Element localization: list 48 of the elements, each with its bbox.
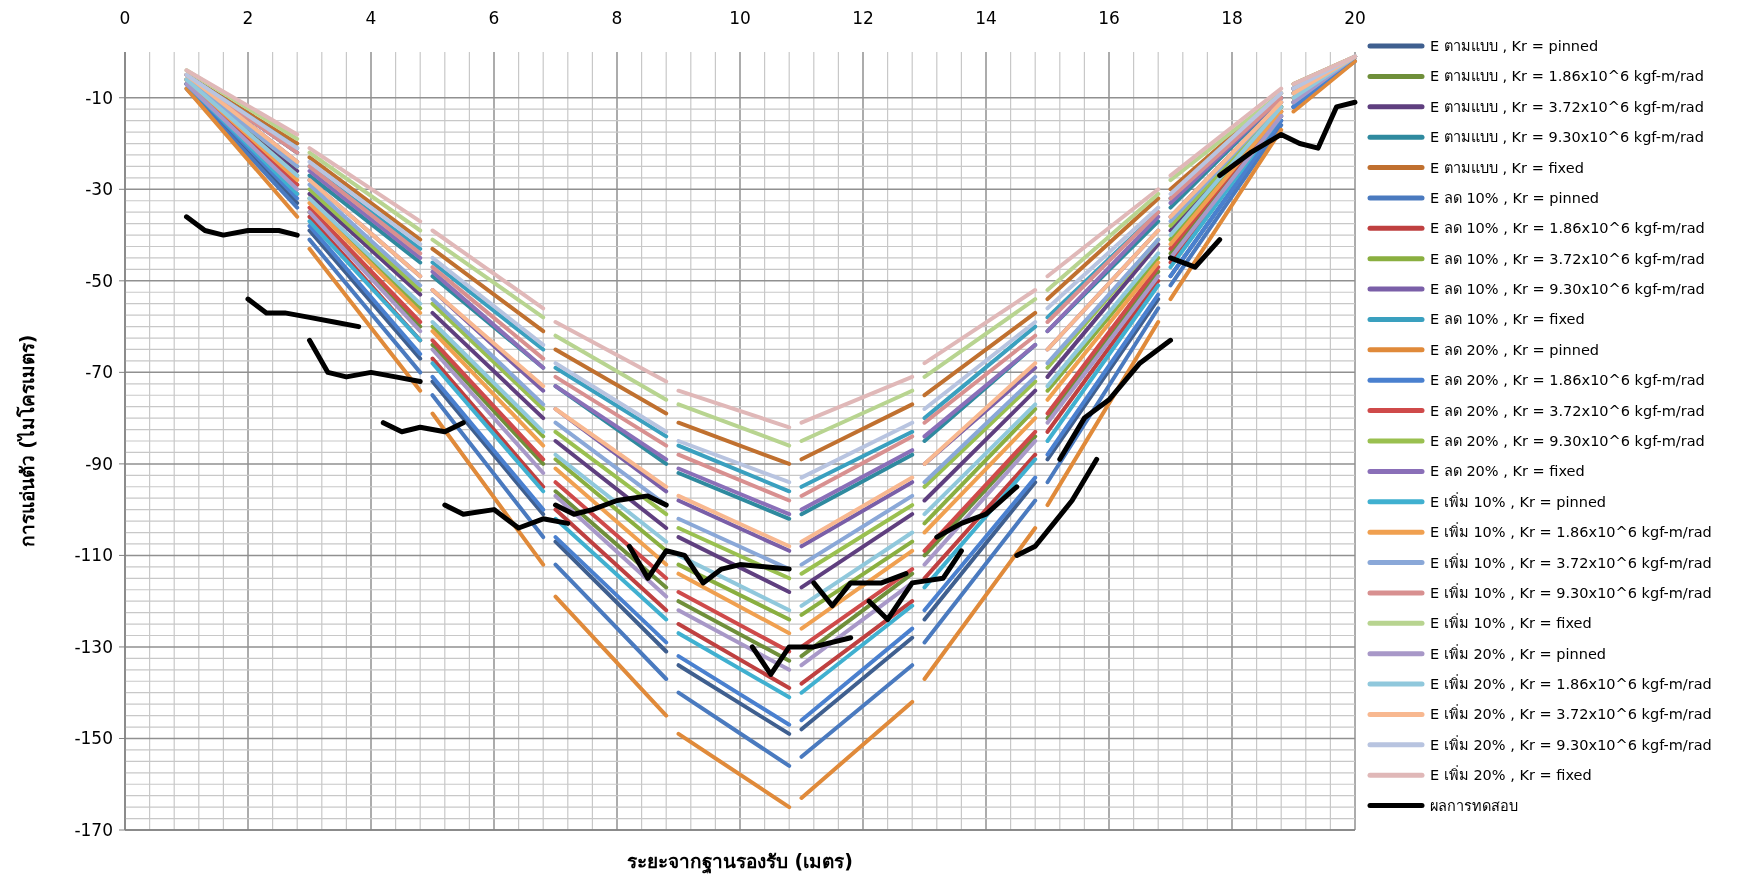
legend-label: E เพิ่ม 20% , Kr = 3.72x10^6 kgf-m/rad (1430, 704, 1712, 723)
legend-label: E เพิ่ม 20% , Kr = 9.30x10^6 kgf-m/rad (1430, 734, 1712, 753)
x-tick-label: 16 (1098, 8, 1120, 28)
y-tick-label: -130 (74, 636, 113, 657)
legend-label: E ลด 10% , Kr = 3.72x10^6 kgf-m/rad (1430, 250, 1705, 267)
legend-label: E ลด 20% , Kr = 1.86x10^6 kgf-m/rad (1430, 372, 1705, 389)
y-axis-title: การแอ่นตัว (ไมโครเมตร) (16, 334, 38, 548)
y-tick-label: -90 (85, 453, 113, 474)
y-tick-label: -110 (74, 545, 113, 566)
legend-label: E เพิ่ม 10% , Kr = pinned (1430, 491, 1607, 510)
x-tick-label: 18 (1221, 8, 1243, 28)
x-tick-label: 14 (975, 8, 997, 28)
y-tick-label: -150 (74, 728, 113, 749)
legend-label: E ตามแบบ , Kr = 1.86x10^6 kgf-m/rad (1430, 68, 1704, 85)
x-tick-label: 4 (365, 8, 377, 28)
x-tick-label: 20 (1344, 8, 1366, 28)
legend-label: E ลด 20% , Kr = 9.30x10^6 kgf-m/rad (1430, 433, 1705, 449)
legend-label: E ลด 10% , Kr = fixed (1430, 311, 1585, 328)
x-tick-label: 10 (729, 8, 751, 28)
legend-label: E เพิ่ม 20% , Kr = 1.86x10^6 kgf-m/rad (1430, 674, 1712, 693)
y-tick-label: -50 (85, 270, 113, 291)
legend-label: E ลด 20% , Kr = 3.72x10^6 kgf-m/rad (1430, 402, 1705, 419)
x-tick-label: 8 (611, 8, 623, 28)
x-tick-label: 12 (852, 8, 874, 28)
legend-label: E เพิ่ม 10% , Kr = 9.30x10^6 kgf-m/rad (1430, 582, 1712, 601)
legend-label: E ลด 20% , Kr = fixed (1430, 463, 1585, 480)
legend-label: E ตามแบบ , Kr = pinned (1430, 38, 1599, 54)
y-tick-label: -70 (85, 362, 113, 383)
legend-label: E ลด 20% , Kr = pinned (1430, 341, 1600, 358)
legend-label: E เพิ่ม 20% , Kr = fixed (1430, 765, 1592, 784)
y-tick-label: -170 (74, 820, 113, 840)
x-tick-label: 6 (488, 8, 500, 28)
legend-label: E ตามแบบ , Kr = fixed (1430, 159, 1584, 176)
legend-label: E เพิ่ม 20% , Kr = pinned (1430, 643, 1607, 662)
x-axis-title: ระยะจากฐานรองรับ (เมตร) (627, 850, 853, 875)
y-tick-label: -10 (85, 87, 113, 108)
legend-label: E ตามแบบ , Kr = 9.30x10^6 kgf-m/rad (1430, 129, 1704, 146)
x-tick-label: 0 (119, 8, 131, 28)
legend-label: E ลด 10% , Kr = 9.30x10^6 kgf-m/rad (1430, 281, 1705, 298)
legend-label: ผลการทดสอบ (1430, 797, 1518, 814)
legend-label: E เพิ่ม 10% , Kr = fixed (1430, 613, 1592, 632)
legend-label: E เพิ่ม 10% , Kr = 1.86x10^6 kgf-m/rad (1430, 522, 1712, 541)
x-tick-label: 2 (242, 8, 254, 28)
legend-label: E ลด 10% , Kr = pinned (1430, 189, 1600, 206)
legend-label: E ลด 10% , Kr = 1.86x10^6 kgf-m/rad (1430, 220, 1705, 237)
legend-label: E ตามแบบ , Kr = 3.72x10^6 kgf-m/rad (1430, 98, 1704, 115)
legend-label: E เพิ่ม 10% , Kr = 3.72x10^6 kgf-m/rad (1430, 552, 1712, 571)
y-tick-label: -30 (85, 179, 113, 200)
